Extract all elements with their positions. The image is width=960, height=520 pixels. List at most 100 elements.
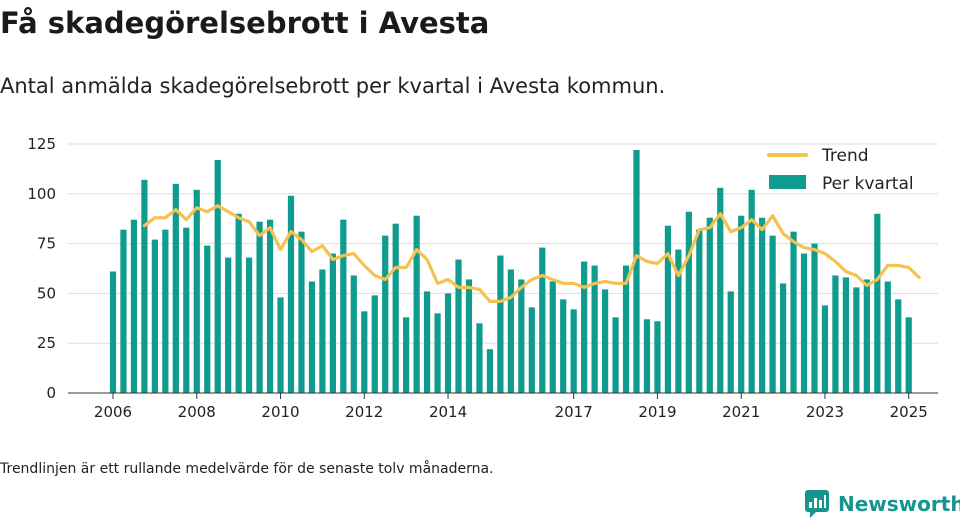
bar-chart: 0 25 50 75 100 125 2006 2008 2010 2012 2014 2017 20… [27,135,938,421]
bar [424,291,431,393]
bar [266,219,274,393]
bar [790,231,797,393]
bar [539,247,546,393]
bar [109,271,117,393]
legend-trend-label: Trend [821,146,869,166]
y-tick-label: 50 [37,284,56,302]
bar [560,299,567,393]
y-tick-label: 25 [37,334,56,352]
bar [256,221,263,393]
bar [476,323,483,393]
bar [225,257,232,393]
bar [884,281,891,393]
chart-title: Få skadegörelsebrott i Avesta [0,6,490,40]
bar [151,239,158,393]
bar [581,261,588,393]
bar [455,259,462,393]
bar [392,223,399,393]
y-tick-label: 125 [27,135,56,153]
x-tick-label: 2023 [806,403,844,421]
bar [120,229,127,393]
brand-name: Newsworthy [838,492,960,516]
x-tick-label: 2012 [345,403,383,421]
bar [601,289,609,393]
bar [685,211,692,393]
x-tick-label: 2008 [178,403,216,421]
bar [727,291,734,393]
bar [277,297,284,393]
bar [779,283,787,393]
bar [444,293,452,393]
bar [486,349,494,393]
bar [371,295,378,393]
bar [528,307,535,393]
bar [141,179,148,393]
footnote: Trendlinjen är ett rullande medelvärde f… [0,461,494,477]
bar [434,313,441,393]
bar [298,231,305,393]
x-tick-label: 2021 [722,403,760,421]
x-tick-label: 2010 [261,403,299,421]
bar [350,275,357,393]
bar [246,257,253,393]
bar [235,213,242,393]
bar [664,225,672,393]
x-tick-label: 2019 [638,403,676,421]
bar [842,277,849,393]
bar [874,213,881,393]
bar [633,149,640,393]
x-tick-label: 2017 [555,403,593,421]
bar [675,249,682,393]
bar [403,317,410,393]
bar [717,187,724,393]
bar [413,215,420,393]
bar [905,317,912,393]
bar [738,215,745,393]
bar [172,183,179,393]
bar [748,189,755,393]
y-tick-label: 0 [46,384,56,402]
legend-bars-label: Per kvartal [822,174,914,194]
bar [591,265,598,393]
bar [287,195,295,393]
bar [759,217,766,393]
y-tick-label: 100 [27,185,56,203]
bar [308,281,316,393]
bar [214,159,221,393]
bar [382,235,389,393]
bar [769,235,776,393]
bar [706,217,713,393]
bar [162,229,169,393]
bar [570,309,577,393]
brand-logo: Newsworthy [804,488,960,520]
bar [518,279,525,393]
bar [361,311,368,393]
bar [193,189,200,393]
bar [696,229,703,393]
bar [821,305,829,393]
y-tick-label: 75 [37,235,56,253]
x-tick-label: 2014 [429,403,467,421]
bar [622,265,630,393]
bar [329,253,336,393]
bar [340,219,347,393]
bar [863,279,870,393]
bar [800,253,808,393]
bar [643,319,651,393]
bar [319,269,326,393]
bar [465,279,473,393]
bar [654,321,661,393]
bar [183,227,190,393]
bar [549,281,556,393]
bar [204,245,211,393]
bar [497,255,504,393]
x-tick-label: 2006 [94,403,132,421]
bar [811,243,818,393]
chart-subtitle: Antal anmälda skadegörelsebrott per kvar… [0,74,666,98]
newsworthy-logo-icon [805,490,829,518]
bar [853,287,860,393]
bar [612,317,619,393]
legend-bars-swatch [769,175,806,189]
bar [507,269,514,393]
bar [832,275,839,393]
